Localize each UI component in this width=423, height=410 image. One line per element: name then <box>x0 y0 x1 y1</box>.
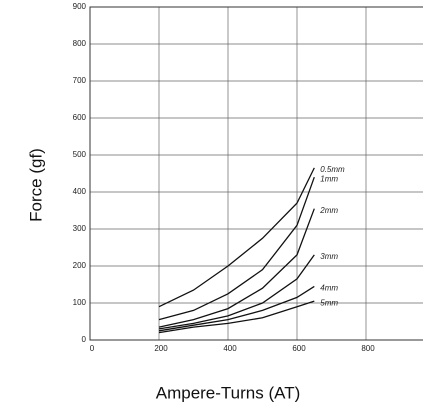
y-tick-label: 500 <box>73 150 87 159</box>
series-line <box>158 285 315 332</box>
series-label: 4mm <box>320 283 338 292</box>
y-tick-label: 700 <box>73 76 87 85</box>
y-tick-label: 400 <box>73 187 87 196</box>
x-tick-label: 0 <box>90 344 95 353</box>
series-line <box>158 167 315 308</box>
series-label: 5mm <box>320 298 338 307</box>
x-tick-label: 800 <box>361 344 375 353</box>
series-label: 0.5mm <box>320 165 345 174</box>
x-tick-label: 600 <box>292 344 306 353</box>
y-tick-label: 800 <box>73 39 87 48</box>
series-label: 1mm <box>320 174 338 183</box>
y-tick-label: 0 <box>82 335 87 344</box>
x-tick-label: 400 <box>223 344 237 353</box>
x-axis-title: Ampere-Turns (AT) <box>156 383 301 402</box>
y-tick-label: 300 <box>73 224 87 233</box>
x-tick-label: 200 <box>154 344 168 353</box>
series-label: 3mm <box>320 252 338 261</box>
y-tick-label: 900 <box>73 2 87 11</box>
plot-frame <box>89 6 423 341</box>
series-label: 2mm <box>319 206 338 215</box>
series-line <box>158 300 315 334</box>
series-line <box>158 176 315 321</box>
y-tick-label: 200 <box>73 261 87 270</box>
y-tick-label: 600 <box>73 113 87 122</box>
y-tick-label: 100 <box>73 298 87 307</box>
y-axis-title: Force (gf) <box>26 148 45 222</box>
series-line <box>158 254 315 330</box>
series-line <box>158 208 315 328</box>
